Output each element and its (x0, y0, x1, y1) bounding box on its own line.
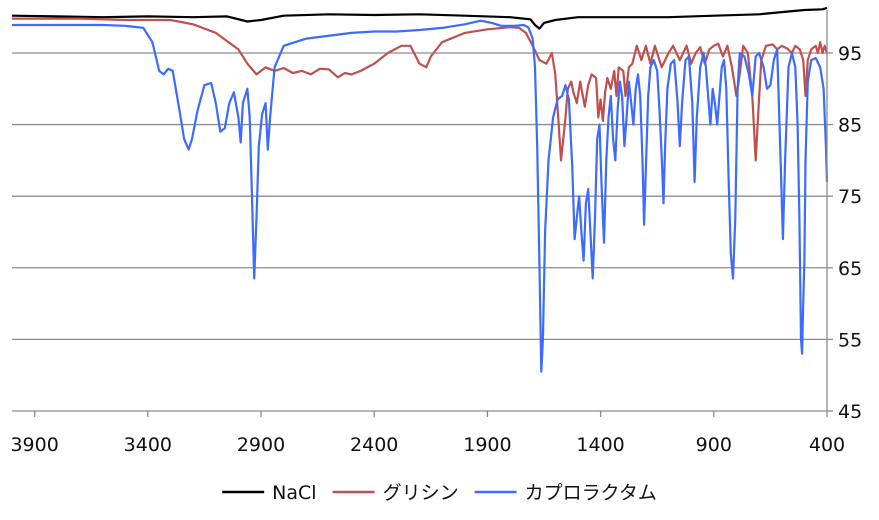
legend-label-2: グリシン (383, 482, 459, 504)
legend-label-3: カプロラクタム (525, 482, 657, 504)
x-tick-label-1400: 1400 (576, 434, 624, 456)
series-line-1 (11, 6, 828, 30)
y-tick-label-65: 65 (838, 258, 862, 280)
y-tick-label-75: 75 (838, 186, 862, 208)
x-tick-label-900: 900 (696, 434, 732, 456)
x-tick-label-3900: 3900 (10, 434, 58, 456)
x-tick-label-2400: 2400 (350, 434, 398, 456)
legend-label-1: NaCl (272, 482, 316, 504)
x-tick-label-400: 400 (809, 434, 845, 456)
y-tick-label-55: 55 (838, 329, 862, 351)
gridlines (12, 52, 827, 341)
series-lines (11, 6, 829, 373)
y-tick-label-85: 85 (838, 115, 862, 137)
y-tick-label-45: 45 (838, 401, 862, 423)
y-tick-label-95: 95 (838, 43, 862, 65)
series-line-2 (12, 17, 829, 162)
x-tick-label-2900: 2900 (237, 434, 285, 456)
legend: NaCl グリシン カプロラクタム (222, 482, 657, 504)
x-tick-label-3400: 3400 (124, 434, 172, 456)
y-tick-labels: 45 55 65 75 85 95 (838, 43, 862, 423)
x-tick-label-1900: 1900 (463, 434, 511, 456)
series-line-3 (12, 19, 829, 373)
axes (12, 10, 833, 417)
x-tick-labels: 3900 3400 2900 2400 1900 1400 900 400 (10, 434, 845, 456)
